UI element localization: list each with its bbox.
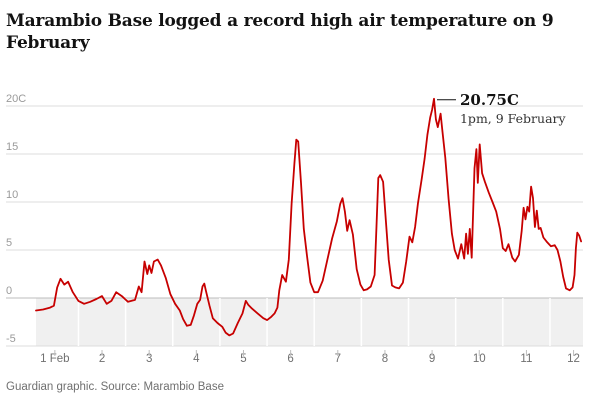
x-axis-labels: 1 Feb 2 3 4 5 6 7 8 9 10 11 12 xyxy=(40,350,580,365)
x-tick-label: 1 Feb xyxy=(40,353,69,365)
x-tick-label: 10 xyxy=(473,353,486,365)
y-tick-label: 15 xyxy=(6,141,18,153)
x-tick-label: 9 xyxy=(429,353,435,365)
y-tick-label: 20C xyxy=(6,93,26,105)
y-tick-label: 10 xyxy=(6,189,18,201)
y-tick-label: 0 xyxy=(6,285,12,297)
x-tick-label: 11 xyxy=(520,353,532,365)
temperature-series-line xyxy=(35,97,582,337)
x-tick-label: 12 xyxy=(567,353,580,365)
y-tick-label: -5 xyxy=(6,333,16,345)
peak-value-label: 20.75C xyxy=(460,91,519,109)
chart-title: Marambio Base logged a record high air t… xyxy=(6,11,554,53)
x-tick-label: 5 xyxy=(240,353,246,365)
peak-time-label: 1pm, 9 February xyxy=(460,111,567,126)
x-tick-label: 2 xyxy=(99,353,105,365)
source-note: Guardian graphic. Source: Marambio Base xyxy=(6,381,224,393)
x-tick-label: 6 xyxy=(287,353,293,365)
x-tick-label: 4 xyxy=(193,353,200,365)
below-zero-band xyxy=(36,298,583,346)
x-tick-label: 7 xyxy=(335,353,341,365)
y-tick-label: 5 xyxy=(6,237,12,249)
y-axis-labels: 20C 15 10 5 0 -5 xyxy=(6,93,26,345)
gridlines xyxy=(6,105,583,347)
day-separators xyxy=(77,298,551,346)
x-tick-label: 8 xyxy=(382,353,388,365)
x-tick-label: 3 xyxy=(146,353,152,365)
